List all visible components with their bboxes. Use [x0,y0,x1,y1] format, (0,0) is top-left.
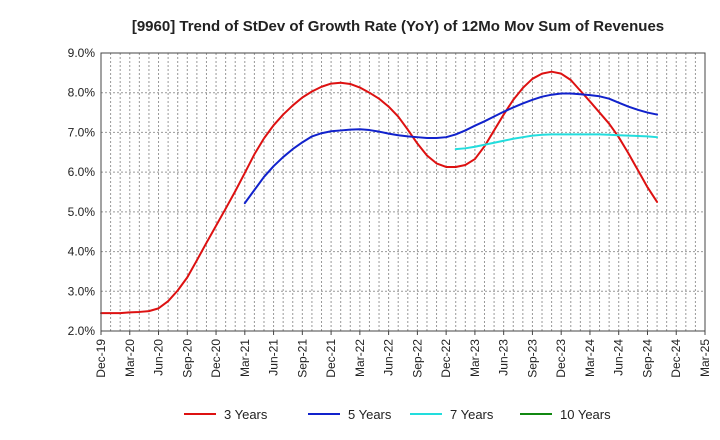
y-tick-label: 6.0% [68,165,96,179]
plot-area [101,53,705,331]
x-tick-label: Jun-24 [612,339,626,376]
x-tick-label: Dec-23 [554,339,568,378]
legend-label-5-years: 5 Years [348,407,392,422]
y-tick-label: 8.0% [68,86,96,100]
x-tick-label: Mar-23 [468,339,482,377]
x-tick-label: Mar-20 [123,339,137,377]
x-tick-label: Dec-24 [669,339,683,378]
plot-border [100,52,706,332]
y-axis-ticks: 2.0% 3.0% 4.0% 5.0% 6.0% 7.0% 8.0% 9.0% [68,46,96,338]
series-line-3-years [100,70,659,315]
x-tick-label: Sep-22 [410,339,424,378]
x-tick-label: Mar-24 [583,339,597,377]
y-tick-label: 5.0% [68,205,96,219]
x-tick-label: Jun-21 [267,339,281,376]
series-line-7-years [454,133,659,151]
chart-title: [9960] Trend of StDev of Growth Rate (Yo… [132,18,664,35]
y-tick-label: 2.0% [68,324,96,338]
series-layer [100,70,659,315]
y-tick-label: 7.0% [68,125,96,139]
x-tick-label: Mar-21 [238,339,252,377]
legend: 3 Years 5 Years 7 Years 10 Years [184,407,611,422]
x-tick-label: Dec-19 [94,339,108,378]
x-tick-label: Sep-24 [640,339,654,378]
x-tick-label: Sep-23 [525,339,539,378]
y-tick-label: 4.0% [68,245,96,259]
x-tick-label: Jun-23 [497,339,511,376]
x-tick-label: Dec-22 [439,339,453,378]
x-tick-label: Mar-22 [353,339,367,377]
x-tick-label: Dec-20 [209,339,223,378]
legend-label-3-years: 3 Years [224,407,268,422]
legend-label-7-years: 7 Years [450,407,494,422]
x-axis-ticks: Dec-19 Mar-20 Jun-20 Sep-20 Dec-20 Mar-21 Jun-… [94,331,712,378]
legend-label-10-years: 10 Years [560,407,611,422]
y-tick-label: 9.0% [68,46,96,60]
y-tick-label: 3.0% [68,284,96,298]
x-tick-label: Jun-22 [382,339,396,376]
series-line-5-years [243,92,659,205]
x-tick-label: Sep-20 [180,339,194,378]
x-tick-label: Mar-25 [698,339,712,377]
x-tick-label: Jun-20 [152,339,166,376]
x-tick-label: Dec-21 [324,339,338,378]
x-tick-label: Sep-21 [295,339,309,378]
